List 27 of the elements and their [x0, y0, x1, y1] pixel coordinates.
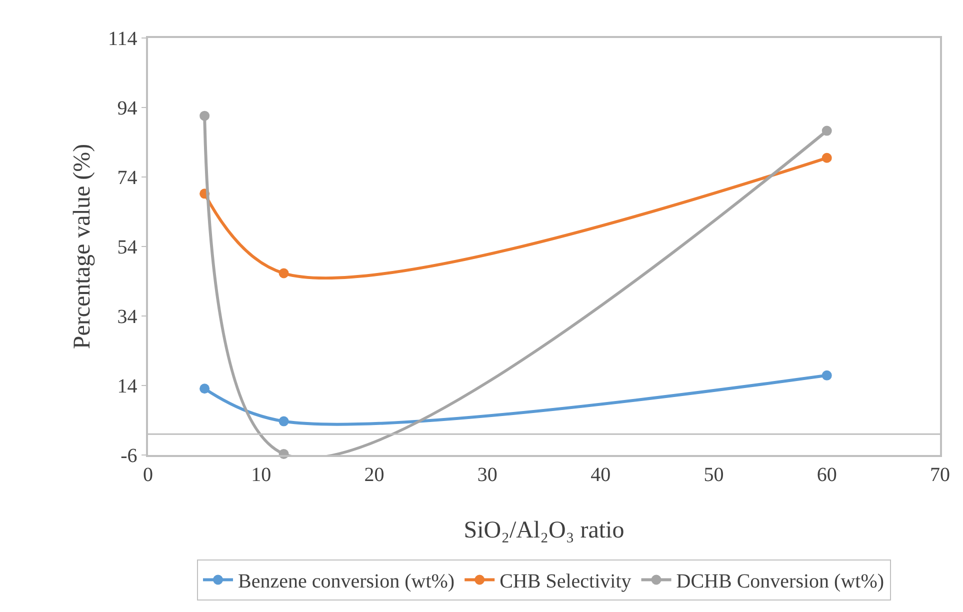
x-tick-label: 50 — [704, 464, 724, 486]
x-axis-title: SiO₂/Al₂O₃ ratio — [464, 518, 624, 544]
point — [200, 110, 210, 121]
legend-label: DCHB Conversion (wt%) — [676, 570, 884, 593]
x-tick-label: 10 — [251, 464, 272, 486]
y-axis-title: Percentage value (%) — [70, 144, 96, 350]
y-tick-label: 114 — [108, 28, 138, 50]
x-tick-label: 40 — [590, 464, 611, 486]
x-tick-label: 0 — [143, 464, 153, 486]
x-tick-label: 20 — [364, 464, 384, 486]
y-tick-label: 74 — [117, 167, 138, 189]
legend-label: CHB Selectivity — [500, 570, 632, 593]
point — [822, 370, 832, 380]
point — [822, 126, 832, 136]
x-tick-label: 60 — [816, 464, 837, 486]
point — [822, 152, 832, 163]
y-tick-label: 94 — [117, 98, 138, 120]
point — [200, 384, 210, 394]
y-tick-label: 34 — [117, 306, 138, 328]
point — [278, 416, 289, 426]
y-tick-label: 54 — [117, 236, 138, 258]
y-tick-label: -6 — [120, 445, 138, 467]
point — [278, 268, 289, 278]
x-tick-label: 30 — [477, 464, 498, 486]
y-tick-label: 14 — [117, 376, 138, 398]
x-tick-label: 70 — [930, 464, 950, 486]
legend-label: Benzene conversion (wt%) — [238, 570, 455, 593]
